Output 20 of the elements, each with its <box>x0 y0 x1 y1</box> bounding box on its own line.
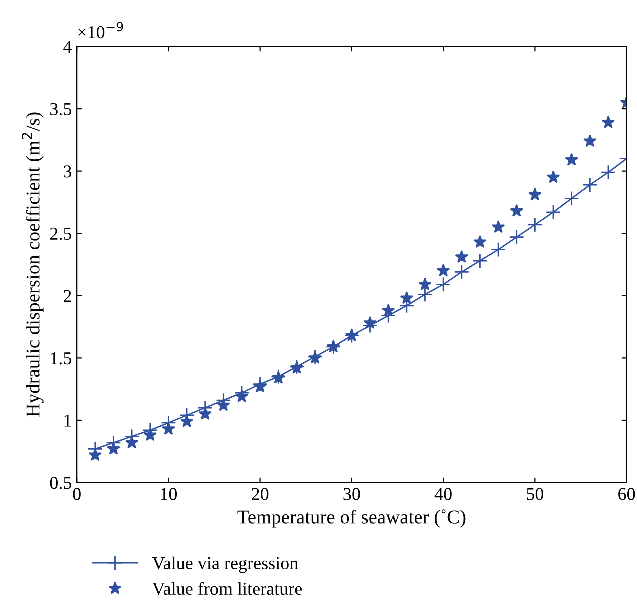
x-tick-label: 30 <box>344 488 360 500</box>
y-tick-label: 1 <box>64 414 72 427</box>
y-tick-label: 2.5 <box>50 228 72 240</box>
x-tick-label: 60 <box>618 488 636 500</box>
y-tick-label: 3 <box>64 166 72 178</box>
legend-label: Value from literature <box>152 582 302 596</box>
x-tick-label: 50 <box>527 488 544 500</box>
x-axis-title: Temperature of seawater (˚C) <box>238 510 466 528</box>
text: ×10$^{−9}$ <box>78 22 124 39</box>
y-axis-title: Hydraulic dispersion coefficient (m$^{2}$/s) <box>22 112 44 418</box>
legend-label: Value via regression <box>152 556 298 574</box>
x-tick-label: 40 <box>434 488 452 500</box>
x-tick-label: 20 <box>252 488 269 500</box>
y-tick-label: 3.5 <box>50 103 72 116</box>
x-tick-label: 0 <box>73 488 81 500</box>
y-tick-label: 4 <box>64 41 72 54</box>
y-tick-label: 1.5 <box>51 352 72 365</box>
y-tick-label: 0.5 <box>50 477 72 490</box>
x-tick-label: 10 <box>161 488 178 500</box>
y-tick-label: 2 <box>64 290 72 302</box>
